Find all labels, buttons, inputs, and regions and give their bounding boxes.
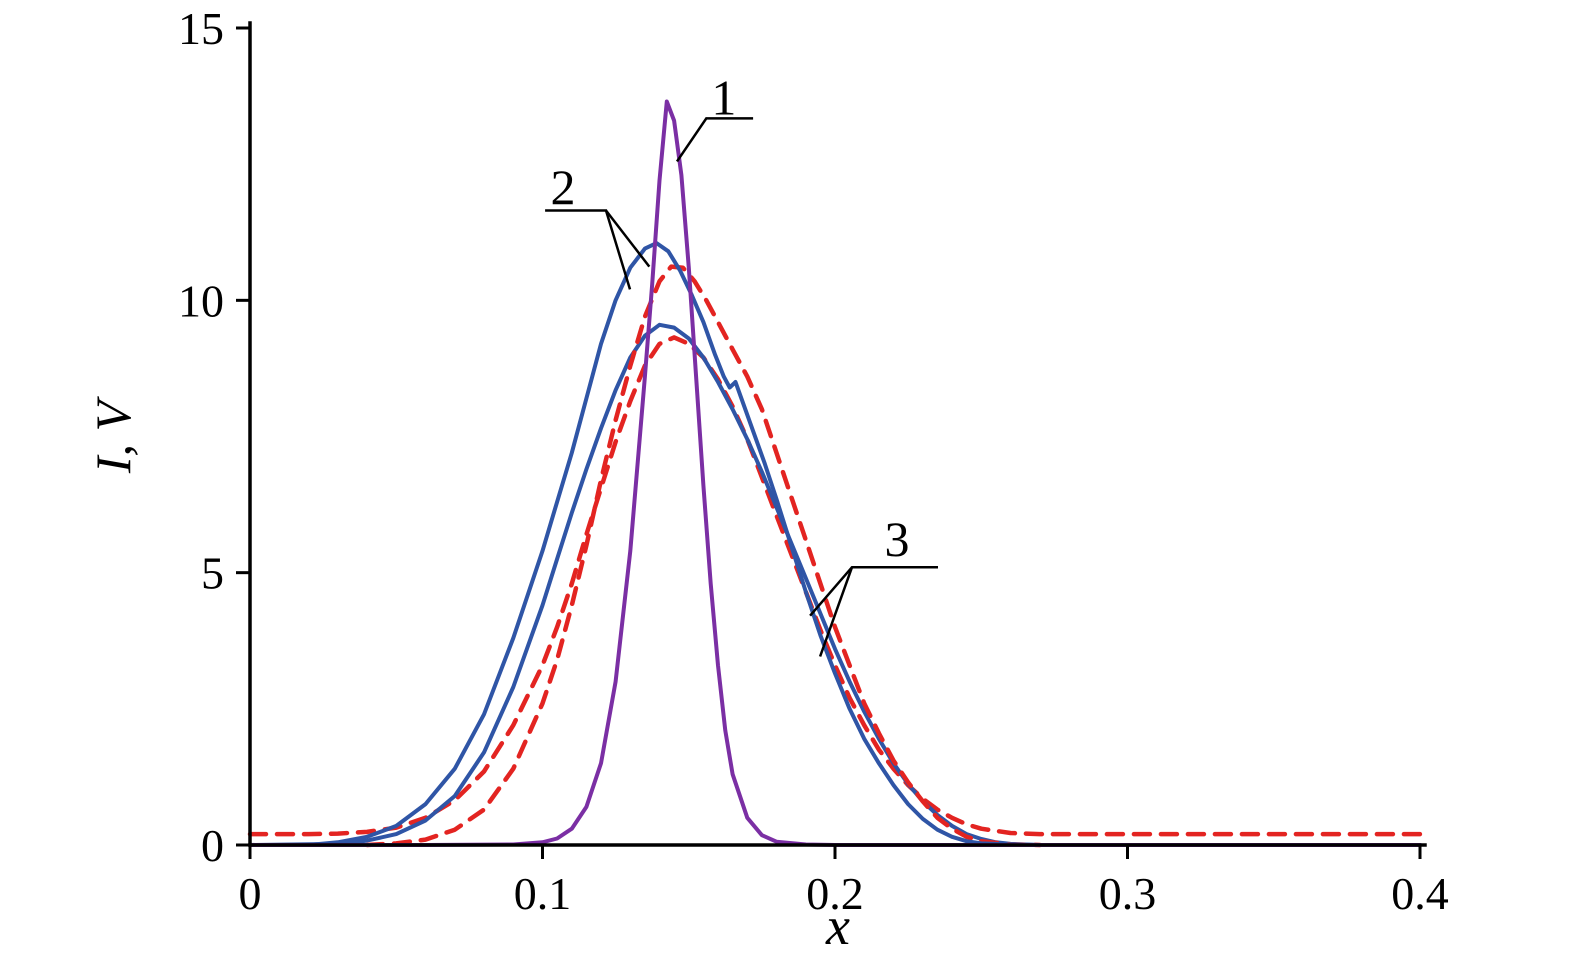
x-axis-label: x [825, 896, 850, 956]
annotation-layer: 1 2 3 [545, 70, 938, 657]
x-tick-label: 0.2 [806, 868, 864, 919]
series-curve-2-solid-blue [248, 241, 1422, 847]
y-tick-label: 15 [178, 3, 224, 54]
annotation-2-leader-line [605, 209, 651, 268]
x-tick-label: 0.3 [1099, 868, 1157, 919]
x-tick-label: 0.4 [1391, 868, 1449, 919]
x-tick-label: 0 [239, 868, 262, 919]
series-curve-2-dashed-red [364, 264, 1043, 848]
series-layer [247, 99, 1423, 848]
series-curve-3-solid-blue [248, 322, 1422, 847]
axes-layer: 0 0.1 0.2 0.3 0.4 0 5 10 15 [178, 3, 1449, 919]
annotation-1-label: 1 [711, 70, 736, 126]
y-tick-label: 0 [201, 820, 224, 871]
y-tick-label: 5 [201, 548, 224, 599]
annotation-2-label: 2 [550, 159, 575, 215]
annotation-2-leader-line [545, 209, 632, 290]
annotation-1-leader-line [675, 117, 754, 163]
y-tick-label: 10 [178, 275, 224, 326]
y-axis-label: I, V [85, 395, 141, 474]
x-tick-label: 0.1 [514, 868, 572, 919]
annotation-3-leader-line [818, 566, 854, 657]
annotation-3-label: 3 [885, 511, 910, 567]
series-curve-1-narrow-peak [248, 99, 1422, 847]
